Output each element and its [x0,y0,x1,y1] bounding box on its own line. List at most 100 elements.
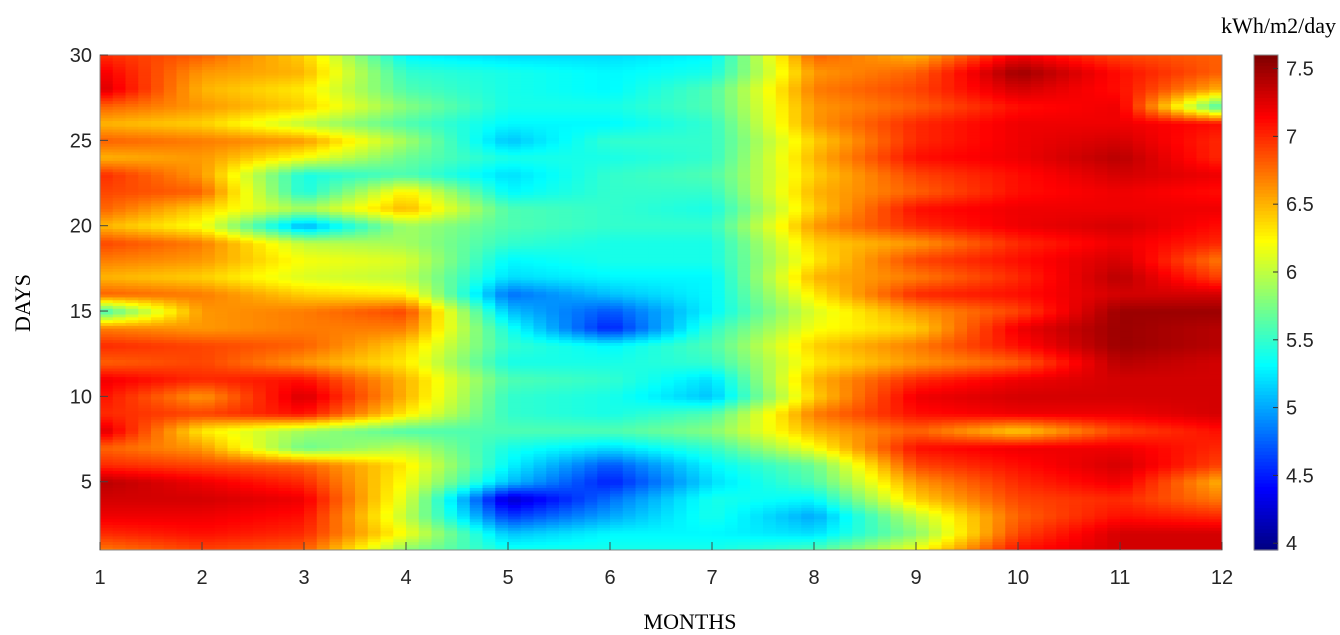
heatmap-cell [661,530,675,534]
heatmap-cell [903,513,917,517]
heatmap-cell [559,530,573,534]
heatmap-cell [151,541,165,545]
heatmap-cell [1030,490,1045,494]
heatmap-cell [775,473,790,477]
heatmap-cell [967,527,981,531]
heatmap-cell [482,484,496,489]
heatmap-cell [1183,461,1198,466]
heatmap-cell [393,518,407,523]
heatmap-cell [788,513,802,517]
heatmap-cell [1094,495,1108,500]
heatmap-cell [214,510,229,514]
heatmap-cell [967,473,981,477]
heatmap-cell [444,544,458,548]
heatmap-cell [1145,493,1159,497]
heatmap-cell [316,476,331,480]
heatmap-cell [967,518,981,523]
heatmap-cell [278,495,292,500]
heatmap-cell [100,507,114,511]
heatmap-cell [750,476,764,480]
heatmap-cell [775,478,790,483]
heatmap-cell [699,478,713,483]
heatmap-cell [265,476,280,480]
heatmap-cell [1030,464,1045,469]
heatmap-cell [890,487,904,491]
heatmap-cell [533,498,547,503]
heatmap-cell [380,487,394,491]
heatmap-cell [1132,524,1147,528]
heatmap-cell [1145,481,1159,486]
heatmap-cell [393,507,407,511]
heatmap-cell [1043,476,1057,480]
heatmap-cell [329,481,343,486]
heatmap-cell [355,530,369,534]
heatmap-cell [291,470,305,474]
heatmap-cell [253,495,267,500]
heatmap-cell [1145,518,1159,523]
heatmap-cell [814,547,828,550]
heatmap-cell [189,476,203,480]
heatmap-cell [737,535,751,540]
heatmap-cell [495,495,509,500]
heatmap-cell [316,518,331,523]
heatmap-cell [278,464,292,469]
heatmap-cell [1043,470,1057,474]
heatmap-cell [839,504,853,508]
heatmap-cell [163,532,178,537]
heatmap-cell [890,461,904,466]
heatmap-cell [291,501,305,506]
heatmap-cell [457,530,471,534]
heatmap-cell [954,501,968,506]
heatmap-cell [661,478,675,483]
heatmap-cell [1209,498,1222,503]
heatmap-cell [227,530,241,534]
heatmap-cell [1183,535,1198,540]
heatmap-cell [278,518,292,523]
heatmap-cell [661,541,675,545]
heatmap-cell [750,530,764,534]
heatmap-cell [1030,510,1045,514]
heatmap-cell [520,524,535,528]
heatmap-cell [508,467,522,471]
heatmap-cell [597,493,611,497]
heatmap-cell [214,473,229,477]
heatmap-cell [1069,524,1083,528]
heatmap-cell [724,490,739,494]
heatmap-cell [469,476,484,480]
heatmap-cell [903,530,917,534]
heatmap-cell [788,535,802,540]
heatmap-cell [967,501,981,506]
heatmap-cell [941,498,955,503]
heatmap-cell [1018,532,1032,537]
heatmap-cell [686,501,700,506]
heatmap-cell [240,495,254,500]
heatmap-cell [265,515,280,520]
heatmap-cell [367,544,382,548]
heatmap-cell [750,510,764,514]
heatmap-cell [176,484,190,489]
heatmap-cell [622,530,637,534]
heatmap-cell [1171,521,1185,525]
heatmap-cell [265,541,280,545]
heatmap-cell [1056,510,1070,514]
heatmap-cell [508,461,522,466]
heatmap-cell [559,498,573,503]
heatmap-cell [661,495,675,500]
heatmap-cell [1132,484,1147,489]
heatmap-cell [304,481,318,486]
heatmap-cell [138,464,152,469]
heatmap-cell [801,530,815,534]
heatmap-cell [584,495,598,500]
heatmap-cell [661,513,675,517]
heatmap-cell [852,464,866,469]
heatmap-cell [699,504,713,508]
heatmap-cell [291,530,305,534]
heatmap-cell [852,532,866,537]
heatmap-cell [367,467,382,471]
heatmap-cell [737,504,751,508]
heatmap-cell [1018,461,1032,466]
heatmap-cell [852,501,866,506]
heatmap-cell [1069,527,1083,531]
heatmap-cell [367,507,382,511]
heatmap-cell [635,464,649,469]
